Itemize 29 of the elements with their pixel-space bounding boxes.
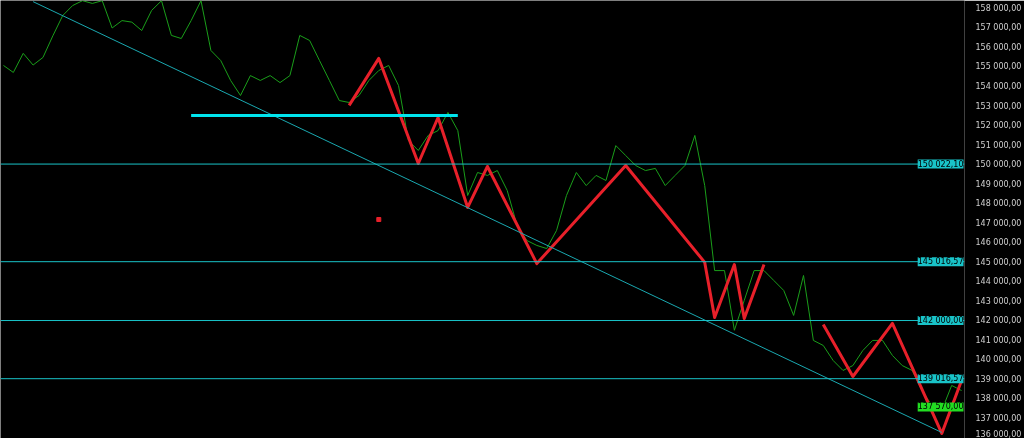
y-tick-label: 147 000,00 [975,218,1022,228]
annotation: 137 570,00 [917,402,964,412]
y-tick-label: 144 000,00 [975,277,1022,287]
y-tick-label: 154 000,00 [975,82,1022,91]
y-tick-label: 139 000,00 [975,374,1022,384]
y-tick-label: 155 000,00 [975,62,1022,72]
y-tick-label: 151 000,00 [975,140,1022,150]
y-tick-label: 140 000,00 [975,355,1022,365]
y-tick-label: 146 000,00 [975,238,1022,248]
ref-line-label: 142 000,00 [917,316,964,326]
y-tick-label: 157 000,00 [975,23,1022,33]
y-tick-label: 145 000,00 [975,257,1022,267]
y-tick-label: 152 000,00 [975,121,1022,130]
y-tick-label: 150 000,00 [975,160,1022,170]
y-tick-label: 153 000,00 [975,101,1022,111]
y-tick-label: 156 000,00 [975,43,1022,52]
line-series [347,56,766,321]
y-tick-label: 137 000,00 [975,413,1022,423]
ref-line-label: 150 022,10 [917,159,964,169]
y-tick-label: 158 000,00 [975,4,1022,13]
y-tick-label: 142 000,00 [975,316,1022,326]
y-tick-label: 148 000,00 [975,199,1022,209]
ref-line-label: 139 016,57 [917,374,964,384]
y-tick-label: 138 000,00 [975,394,1022,404]
y-tick-label: 143 000,00 [975,296,1022,306]
ref-line-label: 145 016,57 [917,257,964,267]
y-tick-label: 136 000,00 [975,429,1022,438]
y-tick-label: 149 000,00 [975,179,1022,189]
y-tick-label: 141 000,00 [975,335,1022,345]
